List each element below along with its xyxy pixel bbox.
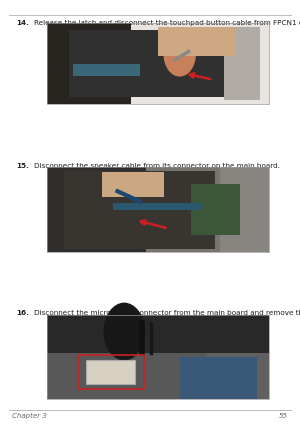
Bar (69, 30, 229, 98)
Bar (220, 167, 268, 252)
Bar (46, 167, 268, 252)
Bar (64, 171, 215, 249)
Bar (158, 27, 235, 56)
Bar (46, 167, 146, 252)
Bar (46, 23, 268, 104)
Bar (102, 172, 164, 197)
Text: Chapter 3: Chapter 3 (12, 413, 47, 418)
Bar (46, 315, 268, 399)
Bar (224, 28, 260, 100)
Bar (113, 203, 202, 210)
Bar (46, 23, 131, 104)
Text: Disconnect the microphone connector from the main board and remove the microphon: Disconnect the microphone connector from… (34, 310, 300, 315)
Bar (86, 360, 135, 384)
Circle shape (104, 303, 144, 360)
Bar (46, 315, 268, 399)
Bar (191, 184, 240, 235)
Bar (46, 23, 268, 104)
Text: Disconnect the speaker cable from its connector on the main board.: Disconnect the speaker cable from its co… (34, 163, 280, 169)
Bar (78, 355, 144, 389)
Text: Release the latch and disconnect the touchpad button cable from FPCN1 connector : Release the latch and disconnect the tou… (34, 20, 300, 26)
Bar (46, 167, 268, 252)
Bar (180, 357, 257, 399)
Text: 55: 55 (279, 413, 288, 418)
Bar (46, 315, 268, 353)
Text: 16.: 16. (16, 310, 29, 315)
Circle shape (164, 32, 195, 76)
Text: 14.: 14. (16, 20, 29, 26)
Text: 15.: 15. (16, 163, 29, 169)
Bar (73, 64, 140, 75)
Bar (46, 353, 206, 399)
